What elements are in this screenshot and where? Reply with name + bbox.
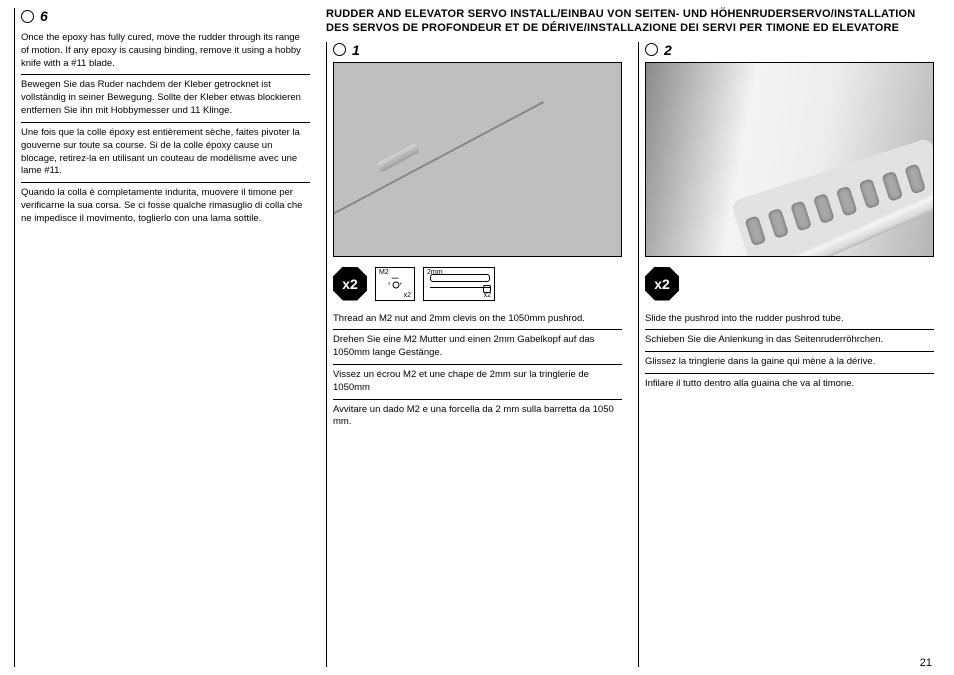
page-columns: 6 Once the epoxy has fully cured, move t… [14, 8, 936, 667]
part-subqty: x2 [404, 292, 411, 299]
step-1-text-en: Thread an M2 nut and 2mm clevis on the 1… [333, 309, 622, 331]
step-number: 6 [40, 8, 48, 24]
step-6-text-de: Bewegen Sie das Ruder nachdem der Kleber… [21, 75, 310, 122]
quantity-badge: x2 [645, 267, 679, 301]
step-2-parts-row: x2 [645, 267, 934, 301]
step-2-text-de: Schieben Sie die Anlenkung in das Seiten… [645, 330, 934, 352]
step-1-text-de: Drehen Sie eine M2 Mutter und einen 2mm … [333, 330, 622, 365]
step-2-text-en: Slide the pushrod into the rudder pushro… [645, 309, 934, 331]
step-2-text-it: Infilare il tutto dentro alla guaina che… [645, 374, 934, 395]
step-6-text-fr: Une fois que la colle époxy est entièrem… [21, 123, 310, 183]
step-6-text-it: Quando la colla è completamente indurita… [21, 183, 310, 229]
rod-icon [430, 287, 490, 288]
quantity-badge: x2 [333, 267, 367, 301]
step-2-heading: 2 [645, 42, 934, 58]
part-label: M2 [379, 269, 389, 276]
step-2-photo [645, 62, 934, 257]
page-number: 21 [920, 657, 932, 669]
step-1-heading: 1 [333, 42, 622, 58]
step-1-parts-row: x2 M2 x2 2mm x2 [333, 267, 622, 301]
part-2mm-clevis: 2mm x2 [423, 267, 495, 301]
step-6-heading: 6 [21, 8, 310, 24]
step-2-text-fr: Glissez la tringlerie dans la gaine qui … [645, 352, 934, 374]
step-number: 2 [664, 42, 672, 58]
step-1-text-it: Avvitare un dado M2 e una forcella da 2 … [333, 400, 622, 434]
column-left: 6 Once the epoxy has fully cured, move t… [14, 8, 312, 667]
pushrod-graphic [333, 101, 544, 225]
clevis-graphic [376, 143, 420, 172]
column-middle: 1 x2 M2 x2 2mm [326, 42, 624, 668]
clevis-icon [430, 274, 490, 282]
step-1-photo [333, 62, 622, 257]
step-number: 1 [352, 42, 360, 58]
step-1-text-fr: Vissez un écrou M2 et une chape de 2mm s… [333, 365, 622, 400]
nut-icon [389, 277, 402, 290]
step-6-text-en: Once the epoxy has fully cured, move the… [21, 28, 310, 75]
section-title: RUDDER AND ELEVATOR SERVO INSTALL/EINBAU… [326, 8, 936, 36]
part-subqty: x2 [484, 292, 491, 299]
part-m2-nut: M2 x2 [375, 267, 415, 301]
column-right: 2 x2 Slide the pushrod [638, 42, 936, 668]
